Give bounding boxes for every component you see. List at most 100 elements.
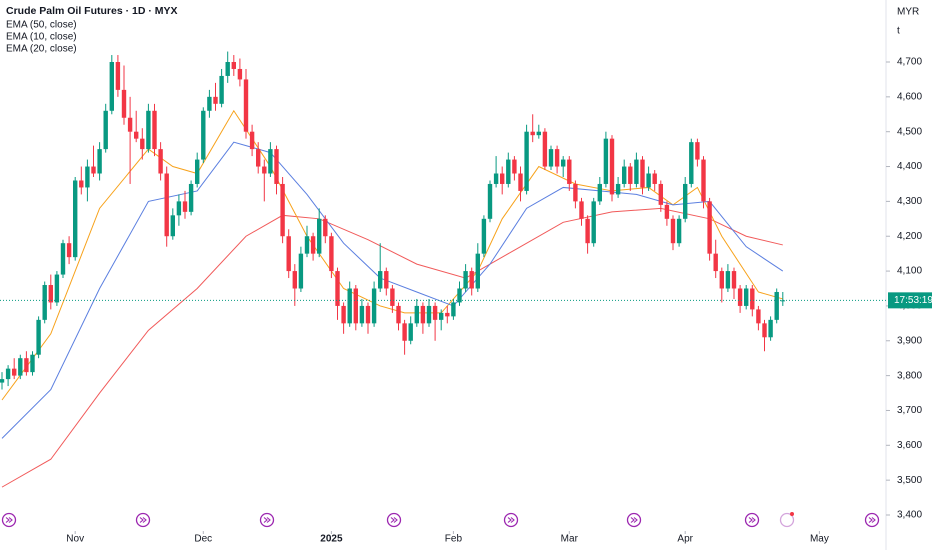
candle-body (164, 173, 169, 237)
candle-body (744, 288, 749, 306)
candle-body (170, 215, 175, 237)
candle-body (359, 305, 365, 324)
candle-body (335, 271, 340, 306)
candle-body (127, 117, 133, 132)
candle-body (225, 62, 230, 76)
candle-body (115, 62, 121, 90)
candle-body (487, 183, 493, 219)
candle-body (689, 142, 694, 184)
candle-body (750, 288, 755, 310)
last-price-box (888, 292, 932, 309)
candle-body (493, 173, 499, 184)
candle-body (36, 319, 41, 355)
y-tick-label: 3,800 (897, 370, 922, 381)
candle-body (603, 138, 609, 184)
candle-body (585, 218, 590, 244)
candle-body (249, 131, 255, 150)
candle-body (378, 271, 383, 289)
candle-body (134, 131, 139, 139)
candle-body (439, 312, 444, 320)
y-tick-label: 4,200 (897, 231, 922, 242)
candle-body (66, 243, 72, 258)
candle-body (615, 183, 621, 195)
candle-body (713, 253, 718, 272)
event-icon-arrow (5, 517, 13, 523)
candle-body (310, 236, 316, 254)
candle-body (60, 243, 66, 275)
candle-body (280, 183, 285, 237)
event-icon-arrow (507, 517, 515, 523)
candle-body (640, 159, 645, 188)
candle-body (762, 323, 767, 338)
candle-body (30, 354, 35, 373)
candle-body (658, 183, 663, 205)
event-icon-arrow (139, 517, 147, 523)
candle-body (737, 288, 743, 306)
candle-body (274, 149, 279, 184)
candle-body (731, 271, 737, 289)
event-icon (779, 512, 795, 528)
candle-body (652, 173, 657, 184)
x-tick-label: Apr (677, 534, 693, 545)
candle-body (561, 159, 566, 167)
candle-body (396, 305, 401, 324)
candle-body (146, 110, 151, 150)
candle-body (317, 218, 322, 254)
legend-entry: EMA (20, close) (6, 44, 77, 55)
candle-body (73, 180, 78, 258)
candle-body (567, 159, 572, 184)
currency: MYR (897, 7, 919, 18)
candle-body (451, 302, 456, 317)
x-tick-label: Mar (561, 534, 579, 545)
candle-body (579, 201, 584, 219)
x-tick-label: Nov (66, 534, 84, 545)
candle-body (634, 159, 639, 184)
candle-body (390, 288, 395, 306)
candle-body (121, 89, 127, 118)
candle-body (262, 166, 267, 174)
event-icon-arrow (630, 517, 638, 523)
candle-body (0, 379, 5, 383)
chart-title: Crude Palm Oil Futures · 1D · MYX (6, 5, 178, 17)
candle-body (701, 159, 706, 202)
y-tick-label: 4,600 (897, 91, 922, 102)
candle-body (628, 166, 633, 184)
candle-body (591, 201, 596, 244)
candle-body (500, 173, 505, 184)
y-tick-label: 4,300 (897, 196, 922, 207)
candle-body (12, 368, 17, 376)
candle-body (140, 138, 145, 150)
candle-body (457, 288, 462, 303)
candle-body (420, 305, 426, 324)
candle-body (329, 236, 334, 272)
candle-body (506, 159, 511, 184)
candle-body (384, 271, 389, 289)
candle-body (207, 96, 212, 111)
candle-body (542, 131, 548, 167)
candle-body (103, 110, 108, 150)
candle-body (530, 131, 535, 136)
y-tick-label: 3,400 (897, 510, 922, 521)
candle-body (152, 110, 157, 150)
candle-body (725, 271, 731, 289)
candle-body (97, 149, 102, 174)
candle-body (518, 173, 523, 191)
candle-body (719, 271, 724, 289)
candle-body (597, 183, 602, 202)
candle-body (524, 131, 529, 191)
y-tick-label: 4,100 (897, 266, 922, 277)
candle-body (365, 305, 371, 324)
event-icon-arrow (868, 517, 876, 523)
candle-body (445, 312, 450, 317)
x-tick-label: Feb (445, 534, 463, 545)
candle-body (268, 149, 273, 174)
candle-body (298, 253, 304, 289)
candle-body (548, 149, 554, 167)
candle-body (756, 309, 761, 324)
candle-body (408, 323, 413, 341)
candle-body (48, 285, 53, 303)
y-tick-label: 3,600 (897, 440, 922, 451)
candle-body (426, 305, 432, 324)
candle-body (18, 358, 23, 376)
candle-body (231, 62, 236, 69)
